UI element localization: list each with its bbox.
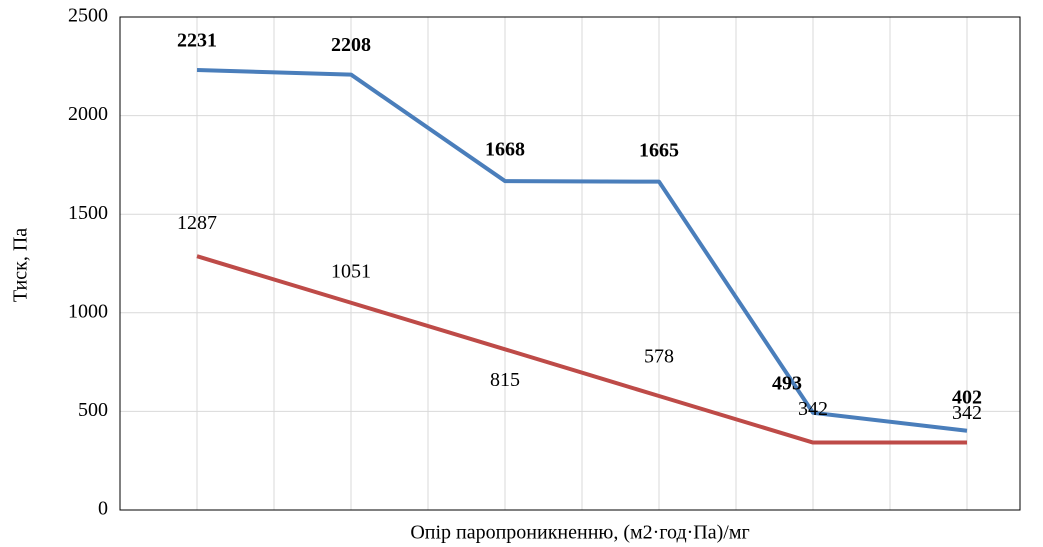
data-label: 402 bbox=[952, 386, 982, 408]
data-label: 342 bbox=[952, 402, 982, 424]
data-label: 2208 bbox=[331, 34, 371, 56]
data-label: 2231 bbox=[177, 30, 217, 52]
series-line bbox=[196, 254, 967, 445]
data-label: 1051 bbox=[331, 260, 371, 282]
x-axis-label: Опір паропроникненню, (м2·год·Па)/мг bbox=[410, 522, 749, 544]
data-label: 493 bbox=[772, 372, 802, 394]
data-label: 1668 bbox=[485, 139, 525, 161]
y-tick-label: 0 bbox=[98, 498, 108, 520]
y-axis-label: Тиск, Па bbox=[10, 228, 32, 302]
plot-border bbox=[119, 16, 1021, 511]
series-line bbox=[196, 68, 968, 433]
data-label: 342 bbox=[798, 398, 828, 420]
y-tick-label: 1500 bbox=[68, 202, 108, 224]
y-tick-label: 1000 bbox=[68, 300, 108, 322]
y-tick-label: 2500 bbox=[68, 5, 108, 27]
y-tick-label: 2000 bbox=[68, 103, 108, 125]
data-label: 1287 bbox=[177, 212, 217, 234]
y-tick-label: 500 bbox=[78, 399, 108, 421]
data-label: 1665 bbox=[639, 139, 679, 161]
data-label: 578 bbox=[644, 346, 674, 368]
data-label: 815 bbox=[490, 369, 520, 391]
